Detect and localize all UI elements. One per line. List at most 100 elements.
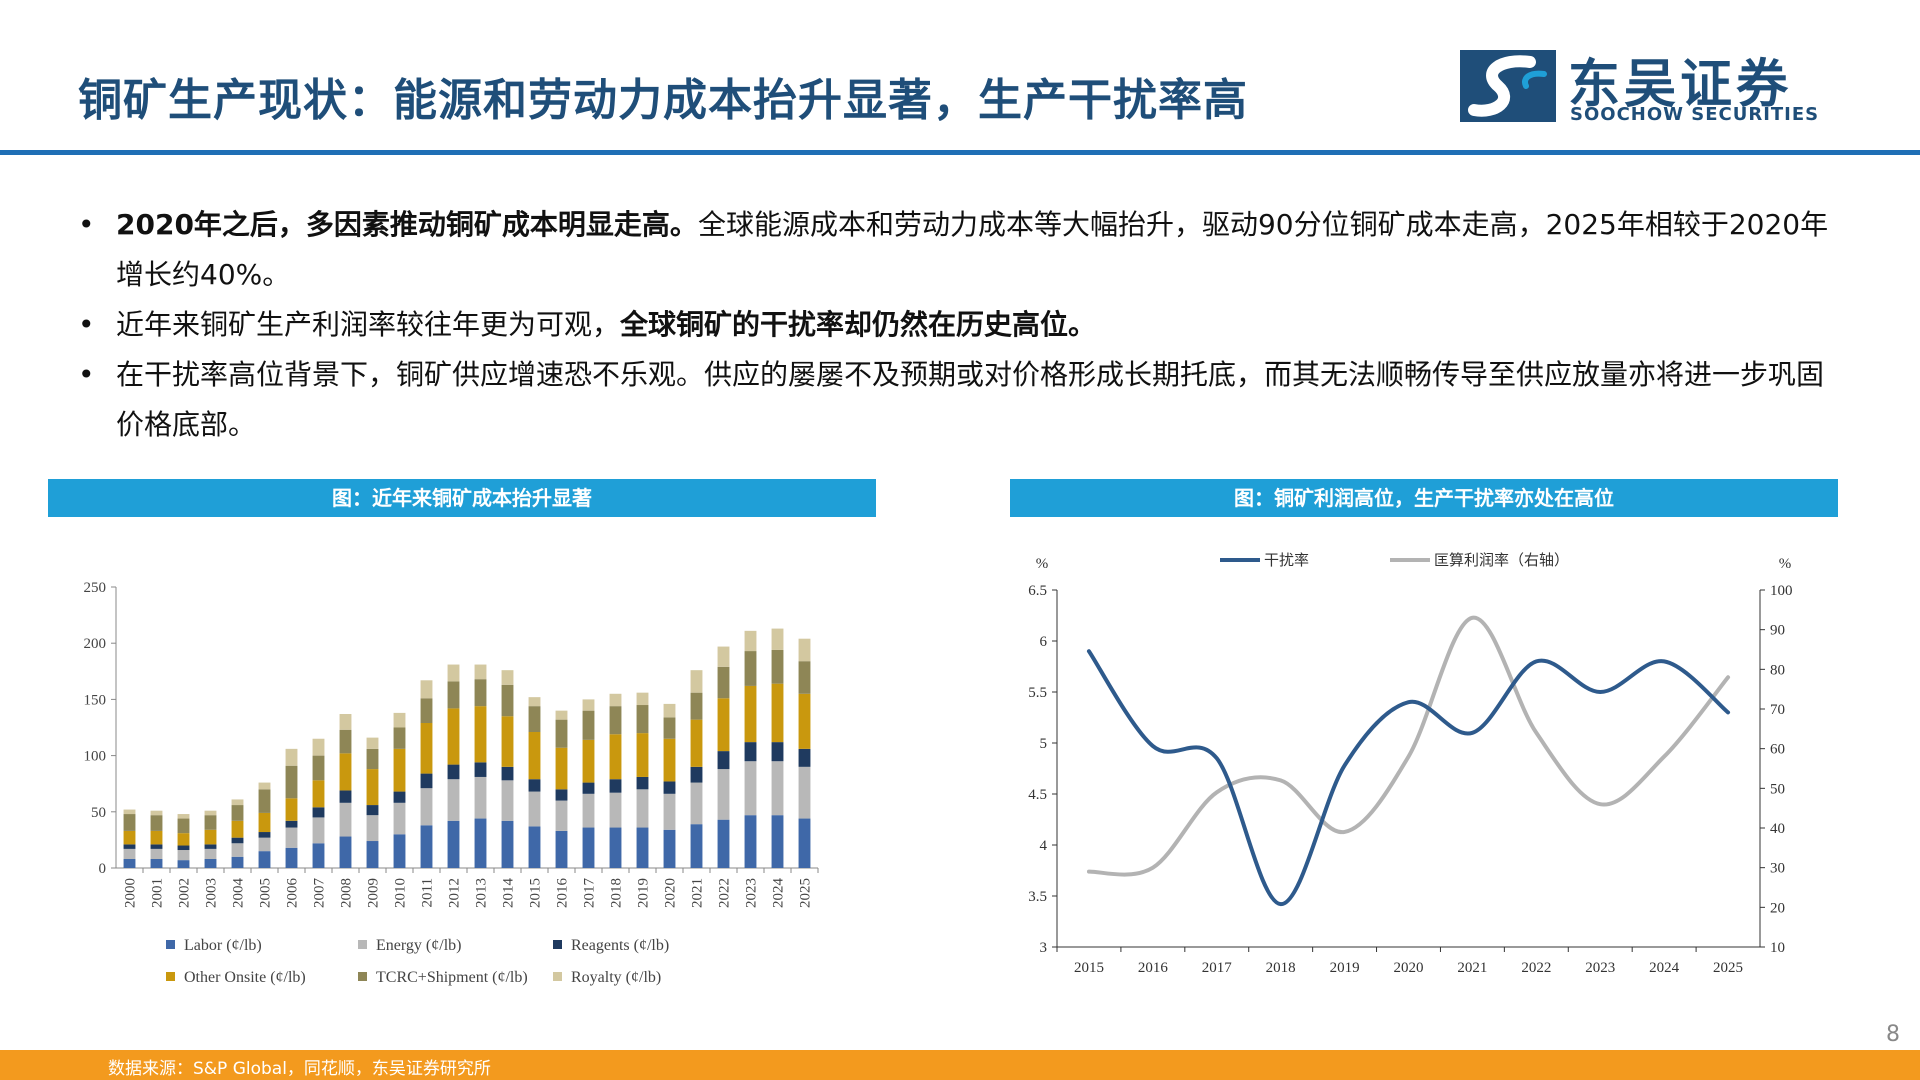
bar-segment (690, 782, 703, 825)
left-y-tick-label: 6.5 (1028, 583, 1047, 599)
bar-segment (339, 836, 352, 868)
bar-segment (123, 830, 136, 845)
x-tick-label: 2002 (177, 878, 193, 908)
bar-segment (690, 670, 703, 693)
bar-segment (366, 815, 379, 842)
x-tick-label: 2023 (1585, 960, 1615, 976)
bar-segment (339, 790, 352, 803)
bar-segment (744, 742, 757, 762)
bar-segment (366, 737, 379, 749)
bar-segment (501, 820, 514, 868)
bar-segment (717, 646, 730, 667)
left-chart-title: 图：近年来铜矿成本抬升显著 (48, 479, 876, 517)
x-tick-label: 2018 (1266, 960, 1296, 976)
legend-label: Royalty (¢/lb) (571, 969, 661, 986)
right-y-tick-label: 70 (1770, 702, 1785, 718)
legend-swatch (553, 940, 562, 949)
logo-chinese-name: 东吴证券 (1568, 55, 1793, 115)
right-y-tick-label: 30 (1770, 861, 1785, 877)
bar-segment (474, 776, 487, 819)
bar-segment (528, 706, 541, 732)
bar-segment (123, 814, 136, 831)
bar-segment (690, 766, 703, 783)
x-tick-label: 2001 (150, 878, 166, 908)
bar-segment (366, 769, 379, 806)
bar-segment (258, 812, 271, 833)
bar-segment (150, 859, 163, 868)
bar-segment (663, 793, 676, 830)
bar-segment (798, 661, 811, 694)
bar-segment (636, 705, 649, 734)
bar-segment (798, 638, 811, 662)
bar-segment (528, 697, 541, 707)
bar-segment (312, 843, 325, 868)
bar-segment (366, 841, 379, 868)
bar-segment (663, 781, 676, 794)
legend-swatch (553, 972, 562, 981)
bar-segment (366, 805, 379, 816)
x-tick-label: 2021 (1457, 960, 1487, 976)
bar-segment (393, 834, 406, 868)
bullet-item: • 2020年之后，多因素推动铜矿成本明显走高。全球能源成本和劳动力成本等大幅抬… (78, 200, 1838, 300)
bar-segment (798, 818, 811, 868)
right-y-tick-label: 40 (1770, 821, 1785, 837)
bar-segment (690, 824, 703, 868)
left-y-tick-label: 5.5 (1028, 685, 1047, 701)
bar-segment (258, 789, 271, 813)
bar-segment (177, 850, 190, 861)
bar-segment (474, 762, 487, 777)
bar-segment (258, 851, 271, 868)
bar-segment (636, 692, 649, 706)
y-tick-label: 250 (84, 580, 107, 596)
bar-segment (555, 719, 568, 748)
data-source: 数据来源：S&P Global，同花顺，东吴证券研究所 (108, 1059, 491, 1079)
bar-segment (231, 837, 244, 844)
bar-segment (204, 810, 217, 816)
bar-segment (690, 719, 703, 767)
bar-segment (339, 802, 352, 837)
bar-segment (420, 698, 433, 724)
legend-label: TCRC+Shipment (¢/lb) (376, 969, 528, 986)
bullet-bold-text: 全球铜矿的干扰率却仍然在历史高位。 (620, 308, 1097, 341)
bar-segment (717, 698, 730, 752)
legend-swatch (358, 940, 367, 949)
legend-swatch (358, 972, 367, 981)
bar-segment (798, 766, 811, 819)
bullet-item: • 近年来铜矿生产利润率较往年更为可观，全球铜矿的干扰率却仍然在历史高位。 (78, 300, 1838, 350)
bar-segment (447, 779, 460, 821)
bar-segment (285, 820, 298, 828)
bar-segment (555, 789, 568, 801)
bar-segment (204, 815, 217, 830)
bar-segment (339, 714, 352, 730)
x-tick-label: 2007 (312, 878, 328, 909)
bar-segment (663, 703, 676, 718)
bar-segment (420, 773, 433, 789)
bar-segment (636, 827, 649, 868)
bullet-dot: • (78, 208, 95, 241)
legend-label: Other Onsite (¢/lb) (184, 969, 306, 986)
x-tick-label: 2000 (123, 878, 139, 908)
bullet-dot: • (78, 308, 95, 341)
legend-swatch (166, 972, 175, 981)
x-tick-label: 2012 (447, 878, 463, 908)
company-logo: 东吴证券 SOOCHOW SECURITIES (1460, 48, 1818, 126)
page-title: 铜矿生产现状：能源和劳动力成本抬升显著，生产干扰率高 (78, 75, 1248, 126)
bar-segment (609, 734, 622, 780)
bar-segment (609, 779, 622, 793)
bar-segment (744, 761, 757, 816)
bar-segment (447, 708, 460, 765)
legend-swatch (166, 940, 175, 949)
bar-segment (636, 789, 649, 828)
bar-segment (636, 733, 649, 777)
bar-segment (231, 856, 244, 868)
bar-segment (312, 780, 325, 808)
bar-segment (663, 717, 676, 739)
x-tick-label: 2024 (1649, 960, 1680, 976)
bar-segment (366, 748, 379, 770)
bar-segment (447, 820, 460, 868)
x-tick-label: 2017 (582, 878, 598, 909)
logo-english-name: SOOCHOW SECURITIES (1570, 104, 1820, 125)
right-y-tick-label: 60 (1770, 742, 1785, 758)
left-y-tick-label: 3 (1040, 940, 1048, 956)
bar-segment (177, 814, 190, 819)
